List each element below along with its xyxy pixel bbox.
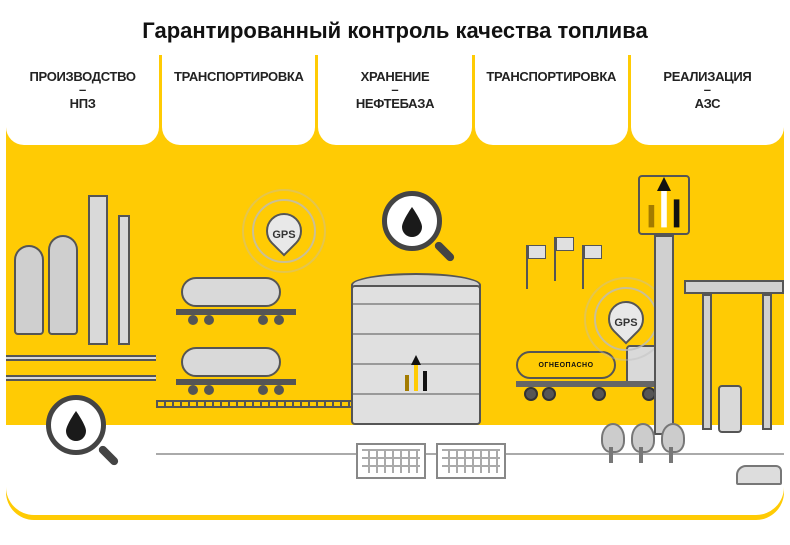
page-title: Гарантированный контроль качества топлив… <box>0 18 790 44</box>
stage-1-line2: НПЗ <box>70 96 96 111</box>
railway-track-icon <box>156 400 356 408</box>
quality-magnifier-icon <box>46 395 118 467</box>
rosneft-logo-icon <box>638 175 690 235</box>
pipe-icon <box>6 375 156 381</box>
stage-2-line1: ТРАНСПОРТИРОВКА <box>174 69 304 84</box>
stage-dash: – <box>704 85 711 95</box>
tree-icon <box>598 423 624 463</box>
rosneft-logo-icon <box>399 355 433 395</box>
pipe-icon <box>6 355 156 361</box>
oil-drop-icon <box>399 205 425 237</box>
stage-dash: – <box>391 85 398 95</box>
warehouse-icon <box>356 443 426 479</box>
tree-icon <box>628 423 654 463</box>
car-icon <box>736 465 782 485</box>
stage-5-line2: АЗС <box>695 96 721 111</box>
stage-3-line2: НЕФТЕБАЗА <box>356 96 434 111</box>
stage-label-2: ТРАНСПОРТИРОВКА – <box>162 55 315 145</box>
stage-label-3: ХРАНЕНИЕ – НЕФТЕБАЗА <box>318 55 471 145</box>
stage-labels-row: ПРОИЗВОДСТВО – НПЗ ТРАНСПОРТИРОВКА – ХРА… <box>6 55 784 145</box>
refinery-tank-icon <box>14 245 44 335</box>
tree-icon <box>658 423 684 463</box>
stage-4-line1: ТРАНСПОРТИРОВКА <box>486 69 616 84</box>
stage-dash: – <box>79 85 86 95</box>
refinery-column-icon <box>88 195 108 345</box>
stage-label-1: ПРОИЗВОДСТВО – НПЗ <box>6 55 159 145</box>
gps-label: GPS <box>264 213 304 257</box>
warehouse-icon <box>436 443 506 479</box>
stage-label-4: ТРАНСПОРТИРОВКА – <box>475 55 628 145</box>
refinery-column-icon <box>118 215 130 345</box>
gps-pin-icon: GPS <box>264 205 304 257</box>
refinery-tank-icon <box>48 235 78 335</box>
quality-magnifier-icon <box>382 191 454 263</box>
oil-drop-icon <box>63 409 89 441</box>
rail-tanker-icon <box>176 275 296 325</box>
storage-tank-icon <box>341 255 491 445</box>
truck-hazard-label: ОГНЕОПАСНО <box>538 362 593 369</box>
flags-icon <box>526 245 606 295</box>
rail-tanker-icon <box>176 345 296 395</box>
stage-label-5: РЕАЛИЗАЦИЯ – АЗС <box>631 55 784 145</box>
illustration-scene: GPS ОГНЕОПАСНО GPS <box>6 145 784 520</box>
fuel-pump-icon <box>718 385 742 433</box>
